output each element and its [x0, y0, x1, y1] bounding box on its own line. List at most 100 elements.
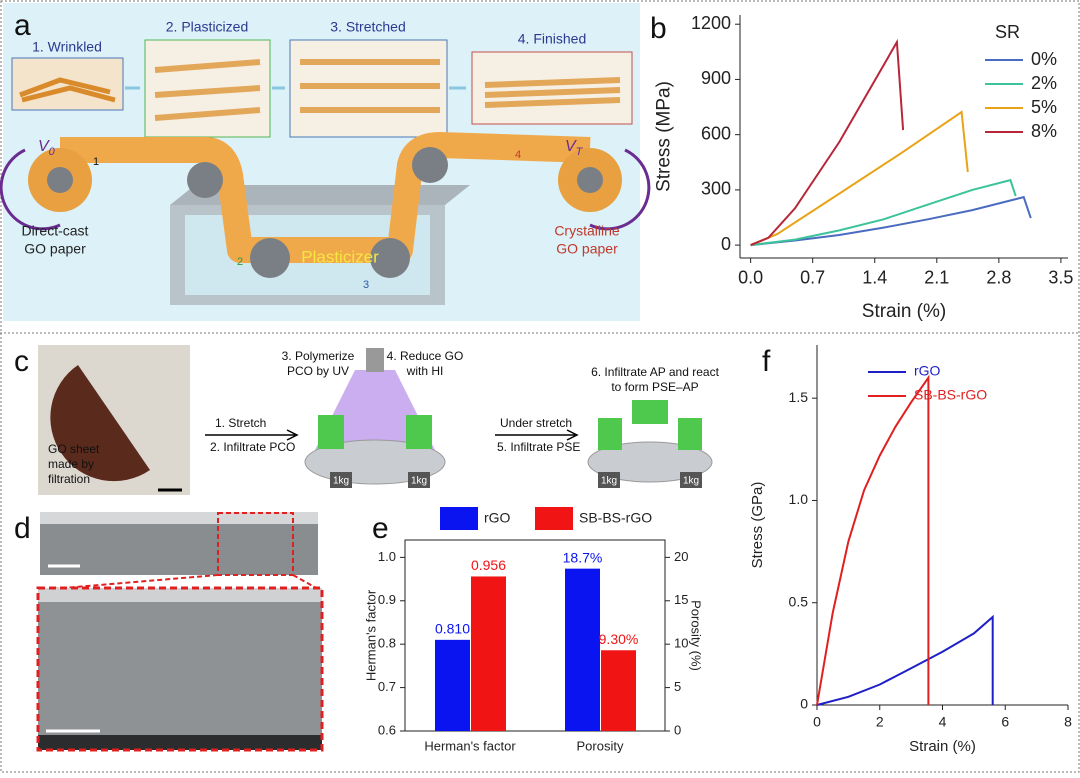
- x-tick-label: 3.5: [1048, 267, 1073, 287]
- go-sheet: [50, 365, 150, 482]
- value-label: 0.956: [471, 557, 506, 573]
- source-label: Direct-cast: [22, 223, 89, 239]
- roll-core: [577, 167, 603, 193]
- v-base: V: [38, 138, 50, 155]
- step-label: 3. Polymerize: [282, 349, 355, 363]
- x-tick-label: 2: [876, 714, 884, 730]
- product-label: GO paper: [556, 241, 618, 257]
- value-label: 0.810: [435, 621, 470, 637]
- paper-band: [60, 132, 591, 263]
- arrow-label: Under stretch: [500, 416, 572, 430]
- marker: 4: [515, 149, 521, 161]
- y-tick-label: 1.5: [789, 389, 809, 405]
- series-line: [816, 374, 930, 706]
- process-arrow: [205, 429, 299, 441]
- panel-label: c: [14, 345, 29, 378]
- x-axis-label: Strain (%): [862, 301, 946, 322]
- y-tick-label: 0.9: [378, 592, 396, 607]
- series-line: [750, 38, 905, 247]
- roll-core: [47, 167, 73, 193]
- zoom-line: [39, 574, 219, 591]
- v0-label: V0: [38, 138, 56, 158]
- marker: 3: [363, 279, 369, 291]
- y-tick-label: 0.6: [378, 722, 396, 737]
- clamp: [678, 418, 702, 450]
- sem-surface: [40, 512, 318, 524]
- x-tick-label: 6: [1001, 714, 1009, 730]
- bath-label: Plasticizer: [301, 247, 379, 266]
- y-tick-label: 5: [674, 679, 681, 694]
- value-label: 9.30%: [599, 631, 639, 647]
- step-label: to form PSE–AP: [611, 380, 698, 394]
- x-tick-label: 2.1: [924, 267, 949, 287]
- marker: 1: [93, 156, 99, 168]
- y-axis-label: Herman's factor: [363, 589, 378, 681]
- series-line: [750, 110, 969, 247]
- roller: [187, 162, 223, 198]
- process-arrow: [495, 429, 579, 441]
- panel-c: c GO sheet made by filtration 1. Stretch…: [14, 345, 720, 495]
- arrow-label: 5. Infiltrate PSE: [497, 440, 580, 454]
- step-label: 6. Infiltrate AP and react: [591, 365, 720, 379]
- x-tick-label: 0.7: [800, 267, 825, 287]
- panel-label: b: [650, 12, 667, 45]
- v-base: V: [565, 138, 577, 155]
- step-label: 2. Plasticized: [166, 19, 248, 35]
- arrow-label: 1. Stretch: [215, 416, 266, 430]
- y-tick-label: 600: [701, 123, 731, 143]
- marker: 2: [237, 256, 243, 268]
- sem-zoom: [38, 588, 322, 750]
- plot-frame: [404, 539, 666, 732]
- legend-label: 5%: [1031, 97, 1057, 117]
- x-tick-label: 0: [813, 714, 821, 730]
- photo-caption: filtration: [48, 472, 90, 486]
- panel-label: a: [14, 9, 31, 42]
- y-tick-label: 20: [674, 549, 688, 564]
- zoom-box: [217, 512, 294, 576]
- weight-label: 1kg: [601, 476, 617, 487]
- weight: [330, 472, 352, 488]
- roller: [370, 238, 410, 278]
- y-tick-label: 15: [674, 592, 688, 607]
- bar: [565, 568, 600, 731]
- rotation-arrow: [0, 148, 61, 231]
- legend-swatch: [440, 507, 478, 530]
- x-tick-label: 2.8: [986, 267, 1011, 287]
- y-tick-label: 0: [800, 696, 808, 712]
- sem-edge: [38, 735, 322, 750]
- arrow-label: 2. Infiltrate PCO: [210, 440, 295, 454]
- weight: [680, 472, 702, 488]
- product-label: Crystalline: [554, 223, 620, 239]
- legend-label: SB-BS-rGO: [914, 387, 987, 403]
- weight-label: 1kg: [333, 476, 349, 487]
- photo-caption: GO sheet: [48, 442, 100, 456]
- legend-label: rGO: [914, 363, 941, 379]
- panel-d: d: [14, 512, 324, 752]
- legend-label: 2%: [1031, 73, 1057, 93]
- v-sub: T: [576, 146, 584, 158]
- y-tick-label: 300: [701, 179, 731, 199]
- step-label: 4. Reduce GO: [387, 349, 464, 363]
- x-tick-label: 8: [1064, 714, 1072, 730]
- y-tick-label: 10: [674, 636, 688, 651]
- step-label: PCO by UV: [287, 364, 349, 378]
- y-tick-label: 0: [674, 722, 681, 737]
- step-label: 1. Wrinkled: [32, 39, 102, 55]
- wrinkled-sheets: [19, 77, 116, 103]
- step-label: 3. Stretched: [330, 19, 406, 35]
- panel-a: 1. Wrinkled 2. Plasticized 3. Stretched …: [0, 3, 651, 321]
- clamp: [406, 415, 432, 449]
- x-tick-label: 4: [939, 714, 947, 730]
- weight: [408, 472, 430, 488]
- clamp: [632, 400, 668, 424]
- bar: [601, 650, 636, 731]
- legend-label: SB-BS-rGO: [579, 510, 652, 526]
- zoom-frame: [36, 586, 324, 752]
- vt-label: VT: [565, 138, 584, 158]
- weight-label: 1kg: [411, 476, 427, 487]
- series-line: [750, 195, 1032, 247]
- y-axis-label: Stress (MPa): [653, 81, 674, 192]
- photo-caption: made by: [48, 457, 94, 471]
- legend-label: 8%: [1031, 121, 1057, 141]
